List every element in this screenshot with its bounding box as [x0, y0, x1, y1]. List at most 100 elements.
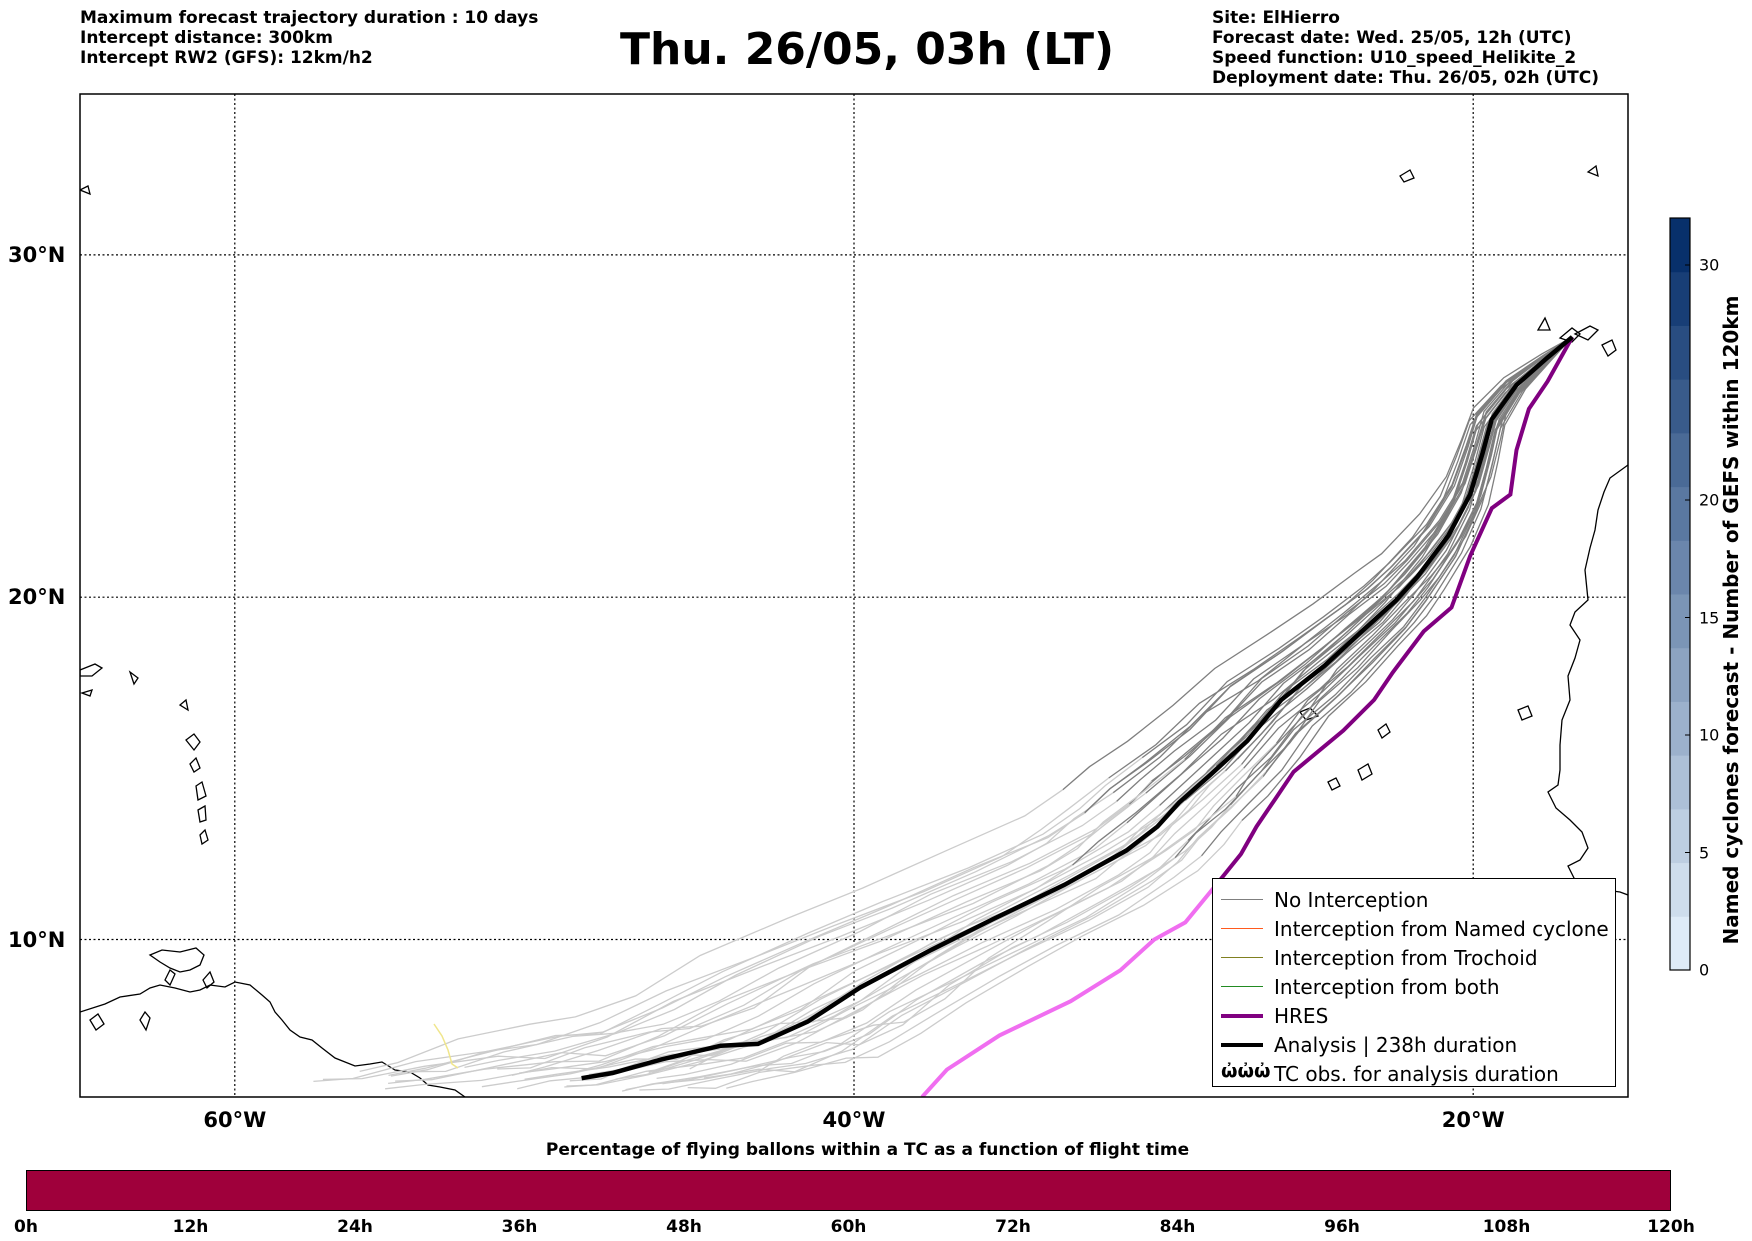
- legend-entry: No Interception: [1213, 887, 1615, 915]
- latitude-label: 10°N: [8, 927, 66, 952]
- colorbar-frame: [1669, 217, 1691, 971]
- colorbar-segment: [1670, 486, 1690, 541]
- legend-entry: Interception from Trochoid: [1213, 945, 1615, 973]
- no-interception-trajectory: [1116, 336, 1573, 802]
- faded-trajectory: [625, 776, 1264, 1091]
- intercept-distance-line: Intercept distance: 300km: [80, 28, 333, 48]
- time-bar-tick-label: 120h: [1647, 1217, 1695, 1237]
- legend-line-swatch: [1221, 928, 1263, 930]
- faded-trajectory: [464, 800, 1117, 1069]
- faded-trajectory: [497, 780, 1152, 1070]
- time-bar-tick-label: 96h: [1324, 1217, 1360, 1237]
- faded-trajectory: [639, 771, 1267, 1091]
- legend-line-swatch: [1221, 957, 1263, 959]
- faded-trajectory: [615, 770, 1226, 1080]
- legend-entry: Interception from Named cyclone: [1213, 916, 1615, 944]
- tc-symbol-icon: ὠὠὠ: [1221, 1060, 1271, 1082]
- speed-function-line: Speed function: U10_speed_Helikite_2: [1212, 48, 1577, 68]
- colorbar-segment: [1670, 218, 1690, 273]
- site-line: Site: ElHierro: [1212, 8, 1340, 28]
- graticule: [80, 94, 1628, 1097]
- faded-trajectory: [564, 764, 1242, 1088]
- colorbar-segment: [1670, 755, 1690, 810]
- no-interception-trajectory: [1184, 336, 1573, 760]
- colorbar-segment: [1670, 379, 1690, 434]
- faded-trajectory: [648, 795, 1189, 1074]
- legend-label: Interception from Named cyclone: [1274, 917, 1609, 941]
- faded-trajectory: [519, 822, 1128, 1074]
- latitude-label: 20°N: [8, 585, 66, 610]
- time-bar-tick-label: 36h: [501, 1217, 538, 1237]
- no-interception-trajectory: [1062, 336, 1573, 791]
- colorbar-segment: [1670, 701, 1690, 756]
- faded-trajectory: [385, 864, 1073, 1090]
- map-frame: [79, 93, 1629, 1098]
- latitude-label: 30°N: [8, 242, 66, 267]
- analysis-trajectory: [581, 335, 1574, 1081]
- hres-trajectory: [1214, 336, 1575, 887]
- legend-label: HRES: [1274, 1004, 1329, 1028]
- time-bar-tick-label: 0h: [14, 1217, 38, 1237]
- legend-label: Analysis | 238h duration: [1274, 1033, 1518, 1057]
- no-interception-trajectory: [1072, 336, 1573, 866]
- no-interception-trajectory: [1200, 336, 1573, 857]
- legend-label: Interception from both: [1274, 975, 1500, 999]
- header-left-info: Maximum forecast trajectory duration : 1…: [80, 8, 538, 68]
- time-bar-tick-label: 12h: [172, 1217, 209, 1237]
- longitude-label: 20°W: [1441, 1108, 1505, 1132]
- time-bar-tick-label: 60h: [830, 1217, 867, 1237]
- colorbar-segment: [1670, 594, 1690, 649]
- max-duration-line: Maximum forecast trajectory duration : 1…: [80, 8, 539, 28]
- colorbar-segment: [1670, 647, 1690, 702]
- time-bar-tick-label: 72h: [995, 1217, 1031, 1237]
- colorbar-tick-label: 10: [1699, 725, 1720, 745]
- colorbar-segment: [1670, 808, 1690, 864]
- time-bar-tick-label: 24h: [337, 1217, 373, 1237]
- colorbar-segment: [1670, 271, 1690, 326]
- faded-trajectory: [409, 812, 1085, 1073]
- time-bar: [26, 1170, 1671, 1211]
- faded-trajectory: [313, 777, 1110, 1083]
- colorbar-label: Named cyclones forecast - Number of GEFS…: [1719, 295, 1743, 945]
- no-interception-trajectory: [1084, 336, 1573, 814]
- no-interception-trajectory: [1275, 336, 1573, 744]
- no-interception-trajectory: [1187, 336, 1573, 797]
- legend-entry: Analysis | 238h duration: [1213, 1032, 1615, 1060]
- hres-trajectory-faded: [920, 883, 1218, 1097]
- colorbar: [1669, 217, 1691, 971]
- longitude-label: 60°W: [203, 1108, 267, 1132]
- forecast-date-line: Forecast date: Wed. 25/05, 12h (UTC): [1212, 28, 1572, 48]
- faded-trajectory: [388, 757, 1143, 1077]
- map-legend: No Interception Interception from Named c…: [1212, 878, 1616, 1087]
- time-bar-tick-label: 84h: [1159, 1217, 1196, 1237]
- faded-trajectory: [511, 803, 1130, 1077]
- no-interception-trajectory: [1243, 336, 1573, 769]
- faded-trajectory: [566, 767, 1245, 1087]
- colorbar-tick-label: 30: [1699, 255, 1720, 275]
- time-bar-tick-label: 48h: [666, 1217, 702, 1237]
- colorbar-tick-label: 0: [1699, 960, 1710, 980]
- colorbar-tick-label: 20: [1699, 490, 1720, 510]
- colorbar-segment: [1670, 916, 1690, 971]
- deployment-date-line: Deployment date: Thu. 26/05, 02h (UTC): [1212, 68, 1599, 88]
- faded-trajectory: [662, 840, 1189, 1085]
- legend-label: Interception from Trochoid: [1274, 946, 1538, 970]
- faded-trajectory: [726, 820, 1243, 1089]
- time-bar-title: Percentage of flying ballons within a TC…: [545, 1140, 1190, 1160]
- no-interception-trajectory: [1141, 336, 1573, 759]
- legend-line-swatch: [1221, 1014, 1263, 1018]
- legend-entry: ὠὠὠ TC obs. for analysis duration: [1213, 1060, 1615, 1089]
- longitude-label: 40°W: [822, 1108, 886, 1132]
- colorbar-segment: [1670, 862, 1690, 917]
- legend-line-swatch: [1221, 1043, 1263, 1047]
- colorbar-segment: [1670, 540, 1690, 595]
- legend-line-swatch: [1221, 986, 1263, 988]
- colorbar-tick-label: 15: [1699, 608, 1720, 627]
- faded-trajectory: [757, 795, 1237, 1073]
- legend-label: No Interception: [1274, 888, 1429, 912]
- intercept-rw2-line: Intercept RW2 (GFS): 12km/h2: [80, 48, 373, 68]
- faded-trajectory: [689, 702, 1279, 1070]
- colorbar-tick-label: 5: [1699, 843, 1710, 862]
- legend-line-swatch: [1221, 899, 1263, 901]
